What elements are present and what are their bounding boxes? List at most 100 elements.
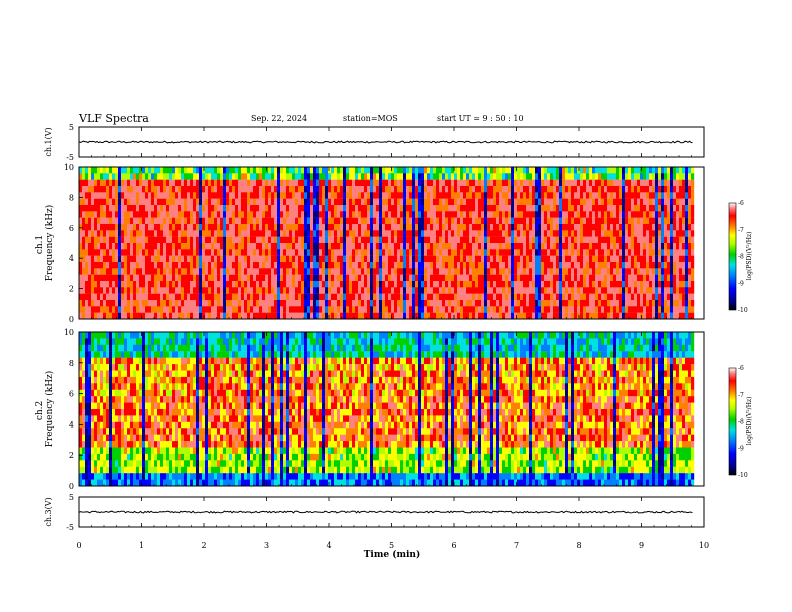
spectrogram-cell [340,312,344,320]
spectrogram-cell [511,268,515,275]
spectrogram-cell [667,243,671,250]
spectrogram-cell [436,287,440,294]
spectrogram-cell [586,274,590,282]
spectrogram-cell [535,262,539,269]
spectrogram-cell [235,281,239,288]
spectrogram-cell [571,211,575,218]
spectrogram-cell [217,287,221,294]
spectrogram-cell [259,300,263,307]
spectrogram-cell [664,192,668,199]
spectrogram-cell [583,224,587,231]
spectrogram-cell [178,211,182,218]
spectrogram-cell [601,243,605,250]
spectrogram-cell [289,312,293,320]
spectrogram-cell [169,243,173,250]
spectrogram-cell [556,211,560,218]
spectrogram-cell [484,243,488,250]
spectrogram-cell [319,306,323,313]
spectrogram-cell [505,205,509,212]
spectrogram-cell [421,281,425,288]
spectrogram-cell [109,293,113,301]
spectrogram-cell [670,293,674,301]
spectrogram-cell [613,224,617,231]
spectrogram-cell [379,211,383,218]
spectrogram-cell [487,287,491,294]
spectrogram-cell [277,211,281,218]
spectrogram-cell [367,211,371,218]
spectrogram-cell [535,255,539,263]
spectrogram-cell [235,198,239,206]
spectrogram-cell [283,268,287,275]
spectrogram-cell [430,268,434,275]
spectrogram-cell [595,306,599,313]
spectrogram-cell [649,262,653,269]
spectrogram-cell [346,306,350,313]
spectrogram-cell [619,312,623,320]
spectrogram-cell [562,243,566,250]
spectrogram-cell [556,243,560,250]
spectrogram-cell [592,312,596,320]
spectrogram-cell [448,243,452,250]
spectrogram-cell [259,243,263,250]
spectrogram-cell [322,186,326,193]
spectrogram-cell [247,243,251,250]
spectrogram-cell [370,179,374,187]
spectrogram-cell [688,262,692,269]
spectrogram-cell [538,198,542,206]
spectrogram-cell [139,179,143,187]
spectrogram-cell [277,230,281,237]
spectrogram-cell [652,306,656,313]
spectrogram-cell [190,287,194,294]
spectrogram-cell [646,230,650,237]
spectrogram-cell [580,262,584,269]
spectrogram-cell [229,274,233,282]
spectrogram-cell [247,293,251,301]
spectrogram-cell [520,192,524,199]
spectrogram-cell [304,224,308,231]
spectrogram-cell [187,300,191,307]
spectrogram-cell [637,205,641,212]
spectrogram-cell [433,287,437,294]
spectrogram-cell [385,281,389,288]
spectrogram-cell [304,179,308,187]
spectrogram-cell [679,262,683,269]
spectrogram-cell [505,268,509,275]
spectrogram-cell [565,281,569,288]
spectrogram-cell [394,268,398,275]
spectrogram-cell [367,186,371,193]
spectrogram-cell [490,255,494,263]
spectrogram-cell [400,211,404,218]
spectrogram-cell [631,300,635,307]
spectrogram-cell [613,262,617,269]
spectrogram-cell [265,243,269,250]
spectrogram-cell [169,198,173,206]
spectrogram-cell [223,192,227,199]
spectrogram-cell [421,217,425,225]
spectrogram-cell [217,300,221,307]
spectrogram-cell [331,249,335,256]
spectrogram-cell [199,224,203,231]
spectrogram-cell [481,186,485,193]
spectrogram-cell [94,293,98,301]
spectrogram-cell [283,167,287,174]
spectrogram-cell [613,179,617,187]
spectrogram-cell [601,287,605,294]
spectrogram-cell [334,312,338,320]
spectrogram-cell [631,167,635,174]
spectrogram-cell [403,192,407,199]
spectrogram-cell [289,186,293,193]
spectrogram-cell [103,300,107,307]
spectrogram-cell [676,198,680,206]
spectrogram-cell [643,312,647,320]
spectrogram-cell [265,300,269,307]
spectrogram-cell [343,186,347,193]
spectrogram-cell [568,236,572,244]
spectrogram-cell [688,312,692,320]
spectrogram-cell [355,198,359,206]
spectrogram-cell [358,293,362,301]
spectrogram-cell [631,230,635,237]
spectrogram-cell [232,167,236,174]
spectrogram-cell [352,312,356,320]
spectrogram-cell [400,230,404,237]
spectrogram-cell [250,300,254,307]
